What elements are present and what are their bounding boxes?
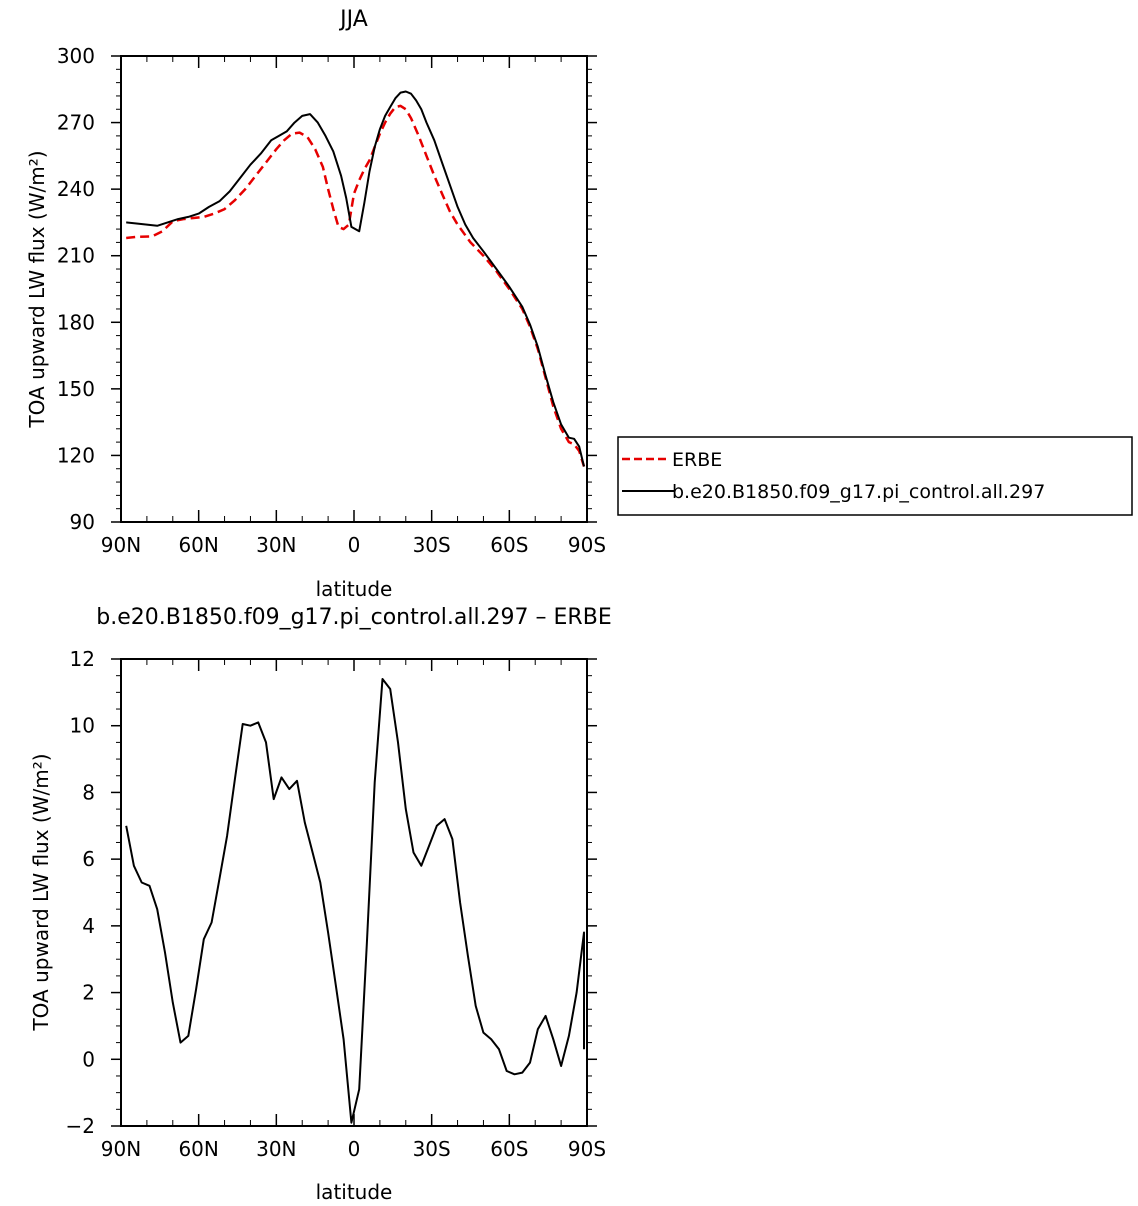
top-x-axis-title: latitude (316, 577, 393, 601)
bottom-y-tick-label: 8 (82, 780, 95, 804)
bottom-x-tick-label: 60S (490, 1137, 528, 1161)
top-chart-title: JJA (338, 7, 368, 32)
top-x-tick-label: 30S (413, 533, 451, 557)
top-series-line-1 (126, 90, 585, 467)
bottom-x-tick-label: 0 (348, 1137, 361, 1161)
bottom-chart-panel: b.e20.B1850.f09_g17.pi_control.all.297 –… (29, 605, 612, 1204)
top-x-tick-label: 60N (178, 533, 218, 557)
top-chart-ticks: 90N 60N 30N 0 30S 60S 90S 90 120 150 180 210 240 270 3… (57, 44, 606, 557)
legend-label-erbe: ERBE (672, 449, 722, 471)
legend-box (617, 436, 1133, 516)
bottom-y-axis-title: TOA upward LW flux (W/m²) (29, 753, 53, 1031)
top-x-tick-label: 30N (256, 533, 296, 557)
top-y-tick-label: 90 (70, 510, 95, 534)
bottom-x-tick-label: 30S (413, 1137, 451, 1161)
top-y-tick-label: 240 (57, 177, 95, 201)
top-x-tick-label: 90S (568, 533, 606, 557)
bottom-y-tick-label: 12 (70, 647, 95, 671)
bottom-series-line-0 (125, 678, 585, 1124)
top-chart-series (126, 90, 586, 467)
top-x-tick-label: 0 (348, 533, 361, 557)
bottom-x-tick-label: 90S (568, 1137, 606, 1161)
top-y-axis-title: TOA upward LW flux (W/m²) (25, 150, 49, 428)
top-x-tick-label: 90N (101, 533, 141, 557)
top-y-tick-label: 300 (57, 44, 95, 68)
top-y-tick-label: 210 (57, 244, 95, 268)
bottom-chart-title: b.e20.B1850.f09_g17.pi_control.all.297 –… (96, 605, 611, 630)
top-chart-panel: JJA 90N 60N 30N 0 30S 60S 90S 90 120 150 180 210 240… (25, 7, 606, 601)
bottom-y-tick-label: 10 (70, 714, 95, 738)
bottom-chart-ticks: 90N 60N 30N 0 30S 60S 90S −2 0 2 4 6 8 10 12 (66, 647, 607, 1161)
top-plot-frame (120, 55, 588, 523)
bottom-y-tick-label: 4 (82, 914, 95, 938)
bottom-chart-series (125, 678, 585, 1124)
top-y-tick-label: 180 (57, 310, 95, 334)
top-y-tick-label: 270 (57, 111, 95, 135)
bottom-y-tick-label: 2 (82, 981, 95, 1005)
bottom-x-tick-label: 30N (256, 1137, 296, 1161)
top-y-tick-label: 120 (57, 443, 95, 467)
bottom-x-tick-label: 60N (178, 1137, 218, 1161)
legend-label-model: b.e20.B1850.f09_g17.pi_control.all.297 (672, 481, 1045, 503)
bottom-y-tick-label: −2 (66, 1114, 95, 1138)
bottom-plot-frame (120, 658, 588, 1127)
bottom-x-tick-label: 90N (101, 1137, 141, 1161)
legend: ERBE b.e20.B1850.f09_g17.pi_control.all.… (617, 436, 1133, 516)
bottom-y-tick-label: 6 (82, 847, 95, 871)
bottom-y-tick-label: 0 (82, 1047, 95, 1071)
top-x-tick-label: 60S (490, 533, 528, 557)
top-series-line-0 (126, 104, 586, 467)
bottom-x-axis-title: latitude (316, 1180, 393, 1204)
top-y-tick-label: 150 (57, 377, 95, 401)
